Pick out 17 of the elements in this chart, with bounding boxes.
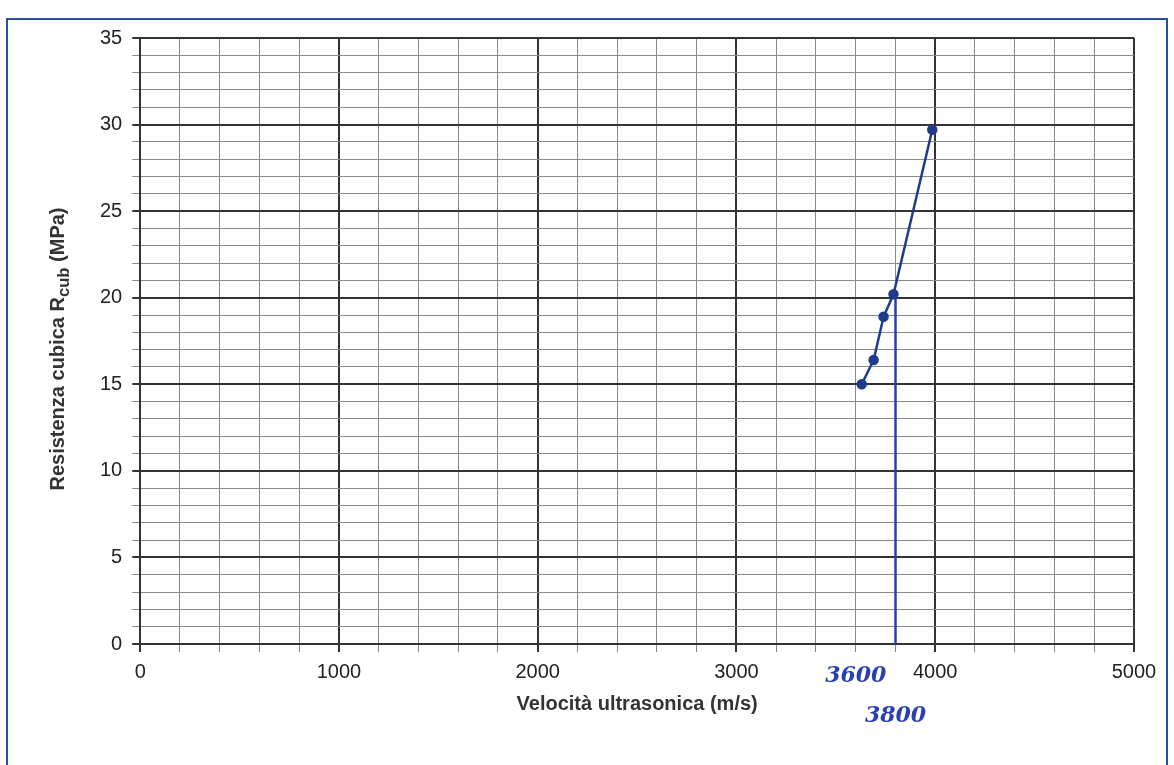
x-tick-label: 0: [134, 659, 146, 682]
y-tick-label: 5: [111, 544, 123, 567]
text: 3600: [825, 661, 888, 687]
y-tick-label: 10: [100, 458, 123, 481]
y-tick-label: 20: [100, 285, 123, 308]
x-tick-label: 2000: [515, 659, 560, 682]
x-tick-label: 3000: [714, 659, 759, 682]
y-tick-label: 25: [100, 198, 123, 221]
y-tick-label: 30: [100, 112, 123, 135]
text: 3800: [864, 701, 927, 727]
y-tick-label: 35: [100, 25, 123, 48]
x-axis-title: Velocità ultrasonica (m/s): [516, 691, 758, 714]
x-tick-label: 4000: [913, 659, 958, 682]
y-tick-label: 15: [100, 371, 123, 394]
x-tick-label: 5000: [1111, 659, 1157, 682]
x-tick-label: 1000: [316, 659, 362, 682]
y-tick-label: 0: [111, 631, 123, 654]
